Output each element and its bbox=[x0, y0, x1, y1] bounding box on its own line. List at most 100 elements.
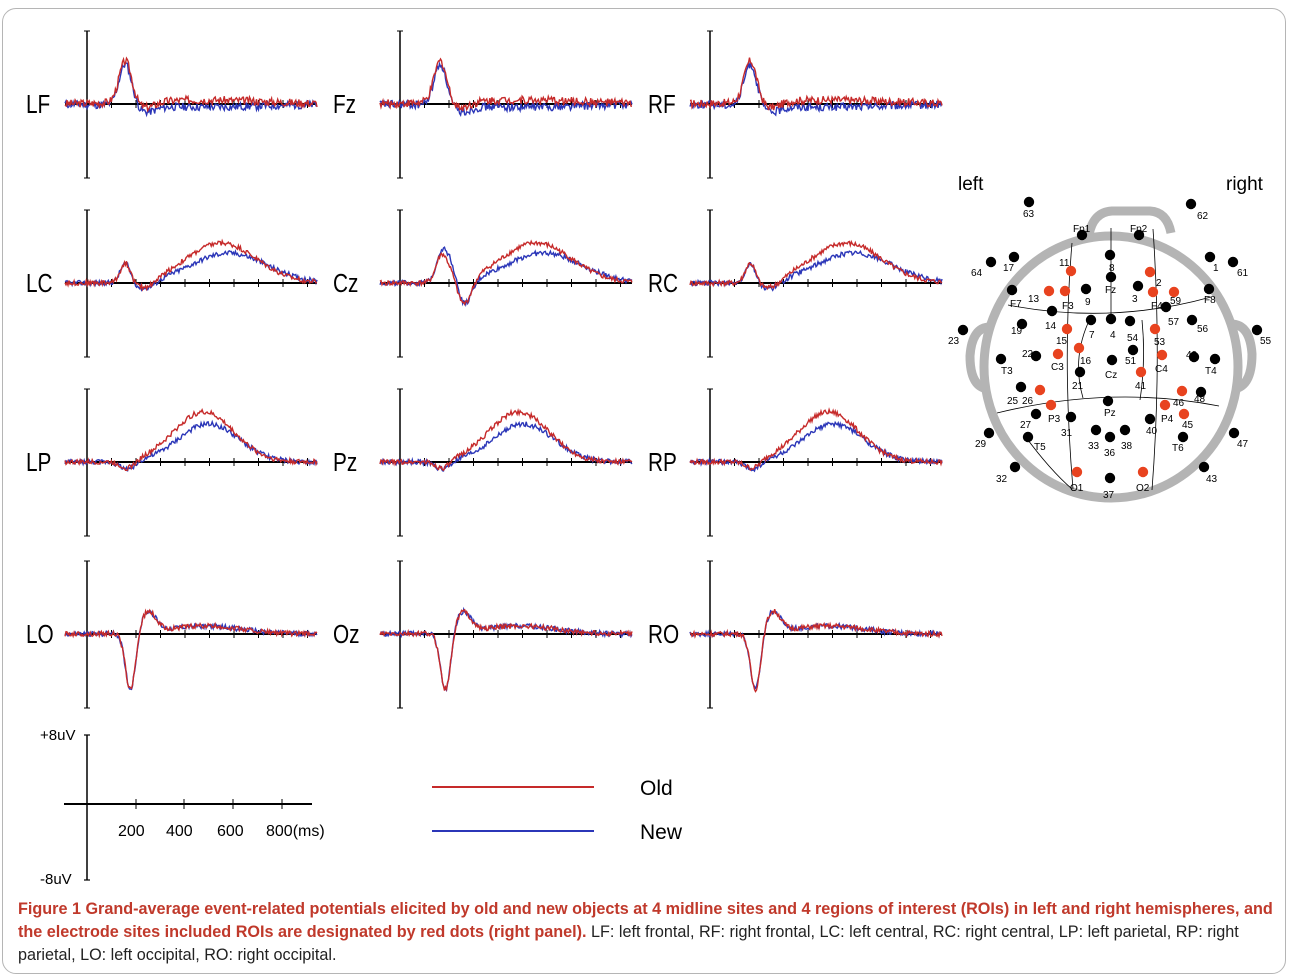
electrode-43: 43 bbox=[1198, 461, 1218, 485]
electrode-2: 2 bbox=[1144, 266, 1162, 289]
electrode-label: F7 bbox=[1010, 299, 1022, 310]
panel-label-ro: RO bbox=[648, 620, 679, 649]
electrode-dot bbox=[1106, 354, 1118, 366]
electrode-21: 21 bbox=[1072, 366, 1086, 392]
electrode-32: 32 bbox=[996, 461, 1021, 485]
roi-electrode-dot bbox=[1052, 348, 1064, 360]
erp-panel-ro: RO bbox=[648, 560, 943, 709]
electrode-label: 16 bbox=[1080, 356, 1092, 367]
electrode-dot bbox=[1104, 431, 1116, 443]
electrode-label: F8 bbox=[1204, 295, 1216, 306]
electrode-label: 22 bbox=[1022, 349, 1034, 360]
electrode-label: 57 bbox=[1168, 317, 1180, 328]
electrode-4: 4 bbox=[1105, 313, 1117, 341]
panel-label-rc: RC bbox=[648, 269, 678, 298]
electrode-22: 22 bbox=[1022, 349, 1042, 362]
electrode-label: 61 bbox=[1237, 268, 1249, 279]
electrode-dot bbox=[1104, 472, 1116, 484]
electrode-64: 64 bbox=[971, 256, 997, 279]
erp-wave-old bbox=[689, 239, 943, 291]
scale-x-tick-600: 600 bbox=[217, 823, 244, 840]
electrode-label: 63 bbox=[1023, 209, 1035, 220]
electrode-fp1: Fp1 bbox=[1073, 224, 1091, 241]
erp-panel-lc: LC bbox=[26, 209, 318, 358]
erp-wave-old bbox=[379, 407, 633, 472]
electrode-p3: P3 bbox=[1045, 399, 1061, 425]
electrode-label: 9 bbox=[1085, 297, 1091, 308]
panel-label-rp: RP bbox=[648, 448, 677, 477]
erp-wave-old bbox=[689, 609, 943, 693]
electrode-dot bbox=[1195, 386, 1207, 398]
legend: Old New bbox=[432, 777, 683, 844]
erp-panel-rf: RF bbox=[648, 30, 943, 179]
scale-y-top-label: +8uV bbox=[40, 727, 75, 744]
electrode-label: 21 bbox=[1072, 381, 1084, 392]
electrode-label: 47 bbox=[1237, 439, 1249, 450]
erp-wave-old bbox=[379, 57, 633, 112]
electrode-dot bbox=[1188, 351, 1200, 363]
electrode-label: 17 bbox=[1003, 263, 1015, 274]
electrode-dot bbox=[1008, 251, 1020, 263]
erp-panel-lo: LO bbox=[26, 560, 318, 709]
electrode-label: 49 bbox=[1186, 350, 1198, 361]
electrode-15: 15 bbox=[1056, 323, 1073, 347]
electrode-c3: C3 bbox=[1051, 348, 1064, 373]
electrode-label: O1 bbox=[1070, 483, 1084, 494]
electrode-f8: F8 bbox=[1203, 283, 1216, 306]
electrode-dot bbox=[1065, 411, 1077, 423]
electrode-dot bbox=[1046, 305, 1058, 317]
electrode-label: T6 bbox=[1172, 443, 1184, 454]
electrode-dot bbox=[1209, 353, 1221, 365]
electrode-label: 36 bbox=[1104, 448, 1116, 459]
erp-panel-lp: LP bbox=[26, 388, 318, 537]
roi-electrode-dot bbox=[1176, 385, 1188, 397]
erp-panel-rc: RC bbox=[648, 209, 943, 358]
electrode-fz: Fz bbox=[1105, 271, 1117, 296]
electrode-label: 64 bbox=[971, 268, 983, 279]
electrode-3: 3 bbox=[1132, 280, 1144, 305]
electrode-54: 54 bbox=[1124, 315, 1139, 344]
electrode-57: 57 bbox=[1160, 301, 1180, 328]
electrode-dot bbox=[1203, 283, 1215, 295]
electrode-dot bbox=[957, 324, 969, 336]
electrode-dot bbox=[1204, 251, 1216, 263]
erp-panel-pz: Pz bbox=[333, 388, 633, 537]
legend-old-label: Old bbox=[640, 777, 673, 800]
roi-electrode-dot bbox=[1059, 285, 1071, 297]
roi-electrode-dot bbox=[1065, 265, 1077, 277]
electrode-label: Pz bbox=[1104, 408, 1116, 419]
electrode-dot bbox=[995, 353, 1007, 365]
electrode-label: 27 bbox=[1020, 420, 1032, 431]
electrode-label: Cz bbox=[1105, 370, 1117, 381]
electrode-label: 32 bbox=[996, 474, 1008, 485]
erp-wave-old bbox=[64, 56, 318, 113]
electrode-label: 55 bbox=[1260, 336, 1272, 347]
electrode-p4: P4 bbox=[1159, 399, 1174, 425]
electrode-label: 38 bbox=[1121, 441, 1133, 452]
electrode-dot bbox=[1105, 313, 1117, 325]
electrode-label: 45 bbox=[1182, 420, 1194, 431]
electrode-38: 38 bbox=[1119, 424, 1133, 452]
electrode-label: 43 bbox=[1206, 474, 1218, 485]
electrode-label: F3 bbox=[1062, 301, 1074, 312]
electrode-46: 46 bbox=[1173, 385, 1188, 409]
figure-caption: Figure 1 Grand-average event-related pot… bbox=[18, 898, 1273, 967]
roi-electrode-dot bbox=[1137, 466, 1149, 478]
electrode-t4: T4 bbox=[1205, 353, 1221, 377]
panel-label-lf: LF bbox=[26, 90, 50, 119]
electrode-label: 37 bbox=[1103, 490, 1115, 501]
electrode-40: 40 bbox=[1144, 413, 1158, 437]
erp-wave-new bbox=[689, 62, 943, 117]
panel-label-lp: LP bbox=[26, 448, 51, 477]
scale-y-bottom-label: -8uV bbox=[40, 871, 72, 888]
electrode-33: 33 bbox=[1088, 424, 1102, 452]
panel-label-pz: Pz bbox=[333, 448, 357, 477]
electrode-label: 59 bbox=[1170, 296, 1182, 307]
electrode-o1: O1 bbox=[1070, 466, 1084, 494]
roi-electrode-dot bbox=[1168, 286, 1180, 298]
electrode-dot bbox=[1016, 318, 1028, 330]
electrode-label: 46 bbox=[1173, 398, 1185, 409]
electrode-dot bbox=[1006, 284, 1018, 296]
electrode-label: Fz bbox=[1105, 285, 1116, 296]
